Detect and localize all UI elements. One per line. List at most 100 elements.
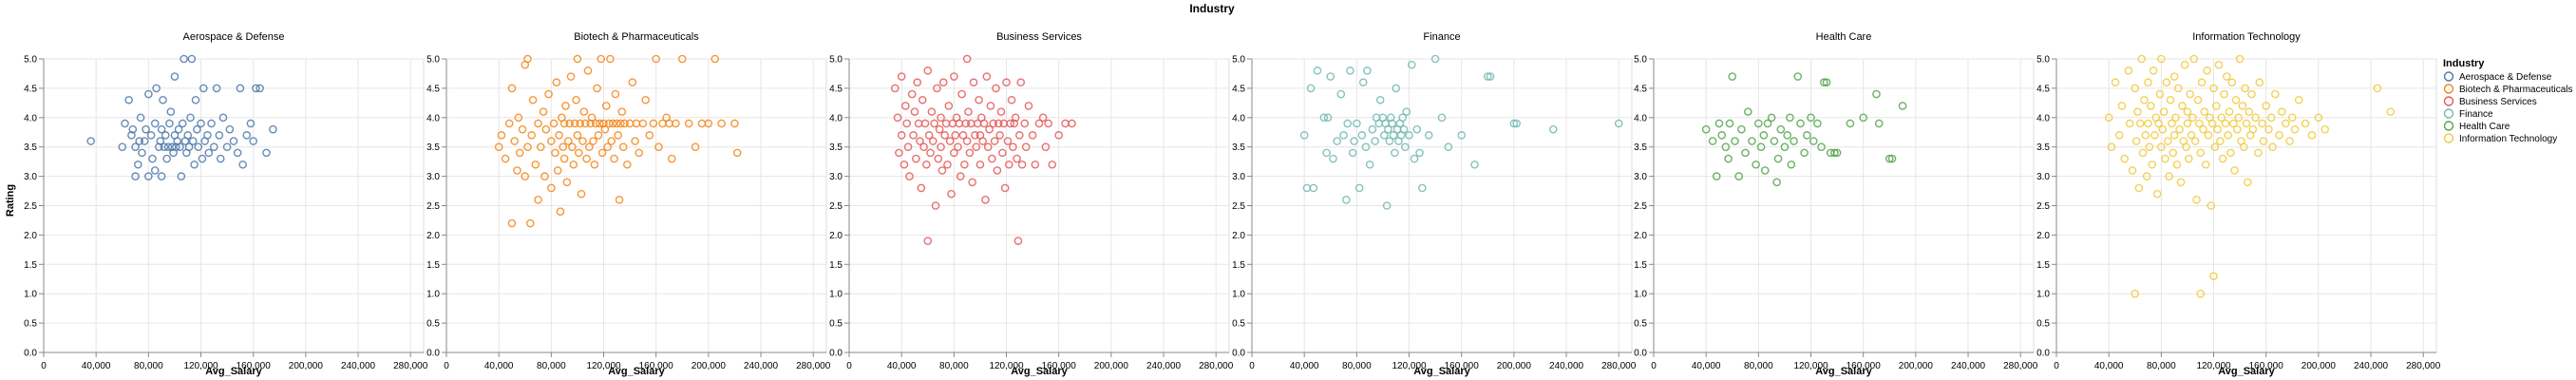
data-point bbox=[197, 119, 205, 128]
data-point bbox=[190, 160, 199, 169]
data-point bbox=[518, 124, 527, 134]
data-point bbox=[144, 89, 153, 99]
data-point bbox=[950, 72, 958, 81]
data-point bbox=[2199, 124, 2207, 134]
data-point bbox=[1380, 131, 1389, 140]
x-axis-title: Avg_Salary bbox=[1413, 366, 1470, 377]
data-point bbox=[613, 119, 621, 128]
data-point bbox=[1041, 142, 1051, 151]
y-tick-label: 2.5 bbox=[829, 201, 843, 212]
data-point bbox=[1760, 166, 1770, 175]
data-point bbox=[142, 124, 150, 134]
data-point bbox=[1874, 119, 1884, 128]
x-tick-label: 0 bbox=[846, 361, 852, 371]
data-point bbox=[1483, 72, 1492, 81]
data-point bbox=[951, 131, 960, 140]
x-tick-label: 240,000 bbox=[1146, 361, 1182, 371]
data-point bbox=[677, 54, 687, 64]
data-point bbox=[2144, 78, 2152, 87]
legend-label: Finance bbox=[2459, 109, 2493, 120]
data-point bbox=[562, 178, 572, 187]
data-point bbox=[583, 66, 593, 75]
data-point bbox=[1724, 154, 1733, 163]
data-point bbox=[1783, 131, 1791, 140]
y-tick-label: 2.0 bbox=[24, 231, 37, 241]
data-point bbox=[186, 113, 195, 123]
x-tick-label: 120,000 bbox=[989, 361, 1024, 371]
x-tick-label: 200,000 bbox=[1094, 361, 1129, 371]
data-point bbox=[523, 142, 532, 151]
data-point bbox=[995, 131, 1004, 140]
y-tick-label: 3.5 bbox=[2036, 142, 2050, 153]
data-point bbox=[586, 119, 596, 128]
data-point bbox=[1820, 78, 1828, 87]
data-point bbox=[2238, 102, 2247, 110]
data-point bbox=[144, 172, 153, 180]
data-point bbox=[172, 142, 180, 151]
y-tick-label: 4.0 bbox=[829, 113, 843, 124]
data-point bbox=[589, 137, 597, 145]
x-tick-label: 200,000 bbox=[1497, 361, 1532, 371]
data-point bbox=[2135, 119, 2145, 128]
x-tick-label: 80,000 bbox=[134, 361, 163, 371]
data-point bbox=[968, 178, 976, 187]
data-point bbox=[972, 142, 981, 151]
data-point bbox=[2154, 119, 2163, 128]
data-point bbox=[178, 119, 187, 128]
data-point bbox=[262, 148, 271, 158]
y-tick-label: 2.5 bbox=[426, 201, 440, 212]
data-point bbox=[652, 54, 660, 64]
data-point bbox=[2196, 289, 2206, 298]
data-point bbox=[912, 154, 920, 163]
data-point bbox=[1382, 201, 1392, 210]
x-tick-label: 200,000 bbox=[289, 361, 324, 371]
data-point bbox=[252, 84, 260, 93]
data-point bbox=[1415, 148, 1424, 158]
data-point bbox=[2149, 66, 2158, 75]
y-tick-label: 3.0 bbox=[426, 172, 440, 182]
data-point bbox=[1021, 142, 1031, 151]
data-point bbox=[559, 119, 569, 128]
x-tick-label: 280,000 bbox=[796, 361, 831, 371]
facet-title: Business Services bbox=[996, 31, 1082, 43]
y-tick-label: 2.5 bbox=[24, 201, 37, 212]
data-point bbox=[528, 95, 538, 104]
data-point bbox=[1731, 137, 1739, 145]
data-point bbox=[2195, 119, 2204, 128]
data-point bbox=[568, 142, 577, 151]
y-tick-label: 0.0 bbox=[24, 349, 37, 359]
legend-label: Health Care bbox=[2459, 122, 2510, 132]
y-tick-label: 1.0 bbox=[1634, 290, 1647, 300]
data-point bbox=[2264, 124, 2273, 134]
data-point bbox=[556, 207, 565, 216]
data-point bbox=[1024, 102, 1033, 110]
data-point bbox=[955, 119, 964, 128]
x-tick-label: 80,000 bbox=[1744, 361, 1773, 371]
data-point bbox=[531, 160, 540, 169]
data-point bbox=[1363, 66, 1372, 75]
x-tick-label: 280,000 bbox=[1199, 361, 1234, 371]
data-point bbox=[121, 119, 129, 128]
data-point bbox=[563, 137, 573, 145]
data-point bbox=[917, 183, 926, 193]
legend-symbol bbox=[2443, 96, 2454, 106]
data-point bbox=[1386, 113, 1395, 123]
data-point bbox=[1342, 196, 1351, 204]
data-point bbox=[1444, 142, 1453, 151]
data-point bbox=[965, 148, 975, 158]
data-point bbox=[1048, 160, 1057, 169]
data-point bbox=[2201, 160, 2210, 169]
data-point bbox=[596, 119, 604, 128]
x-axis-title: Avg_Salary bbox=[1815, 366, 1872, 377]
data-point bbox=[2287, 113, 2297, 123]
data-point bbox=[229, 137, 238, 145]
data-point bbox=[599, 119, 608, 128]
facets: Aerospace & Defense 0 40,000 80,000 120,000 1… bbox=[24, 31, 2441, 377]
data-point bbox=[555, 131, 563, 140]
facet-panel: Business Services 0 40,000 80,000 120,000 160… bbox=[829, 31, 1234, 377]
data-point bbox=[1793, 72, 1803, 81]
data-point bbox=[2114, 131, 2124, 140]
data-point bbox=[1424, 131, 1433, 140]
data-point bbox=[159, 95, 167, 104]
data-point bbox=[580, 119, 590, 128]
